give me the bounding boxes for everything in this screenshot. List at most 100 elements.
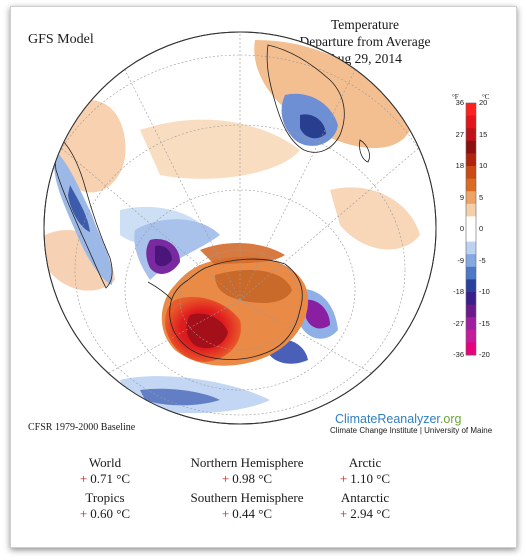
scale-tick-celsius: 5 [479, 192, 484, 202]
map-title: Temperature Departure from Average Aug 2… [265, 16, 465, 67]
anomaly-patch [140, 388, 220, 406]
color-scale-swatch [466, 254, 476, 268]
africa-outline [266, 44, 345, 153]
stat-world: World +0.71 °C [60, 455, 150, 487]
stat-value: 0.98 °C [232, 471, 273, 486]
anomaly-patch [68, 185, 90, 232]
color-scale-swatch [466, 178, 476, 192]
stat-name: Southern Hemisphere [190, 490, 304, 505]
south-america-outline [54, 139, 113, 289]
color-scale-swatch [466, 279, 476, 293]
stat-name: Arctic [348, 455, 382, 470]
stat-value-row: +2.94 °C [320, 506, 410, 522]
scale-tick-fahrenheit: 27 [455, 129, 464, 139]
stat-value-row: +0.44 °C [172, 506, 322, 522]
color-scale-swatch [466, 342, 476, 356]
scale-tick-fahrenheit: -18 [453, 287, 464, 296]
stat-northern-hemisphere: Northern Hemisphere +0.98 °C [172, 455, 322, 487]
unit-fahrenheit: °F [452, 93, 459, 101]
scale-tick-fahrenheit: 0 [459, 224, 464, 233]
scale-tick-fahrenheit: 9 [459, 192, 464, 202]
color-scale-border [465, 102, 477, 356]
stat-value: 0.60 °C [90, 506, 131, 521]
color-scale-swatch [466, 140, 476, 154]
madagascar-outline [359, 139, 370, 163]
antarctica-outline [169, 258, 303, 360]
color-scale-swatch [466, 329, 476, 343]
stat-name: Northern Hemisphere [190, 455, 304, 470]
institution-label: Climate Change Institute | University of… [330, 426, 493, 435]
anomaly-patch [330, 187, 420, 250]
scale-tick-celsius: 0 [479, 224, 484, 233]
coastlines [54, 44, 370, 360]
anomaly-patch [155, 245, 172, 267]
color-scale-swatch [466, 241, 476, 255]
color-scale-swatch [466, 128, 476, 142]
color-scale-swatch [466, 166, 476, 180]
brand-suffix: .org [439, 412, 462, 426]
scale-tick-celsius: 20 [479, 98, 488, 107]
globe-border [43, 31, 437, 425]
scale-tick-celsius: -15 [479, 318, 490, 328]
scale-tick-fahrenheit: 36 [455, 98, 464, 107]
anomaly-patch [305, 299, 330, 329]
scale-tick-celsius: -5 [479, 255, 486, 265]
antarctic-peninsula-outline [147, 281, 173, 301]
title-line-3: Aug 29, 2014 [328, 51, 402, 66]
scale-tick-fahrenheit: -27 [453, 318, 464, 328]
stat-value: 0.71 °C [90, 471, 131, 486]
stat-sign: + [79, 506, 88, 521]
anomaly-patch [254, 40, 410, 149]
stat-arctic: Arctic +1.10 °C [320, 455, 410, 487]
stat-value: 0.44 °C [232, 506, 273, 521]
color-scale-swatch [466, 153, 476, 167]
scale-tick-celsius: 15 [479, 129, 488, 139]
model-label: GFS Model [28, 32, 94, 47]
color-scale-swatch [466, 317, 476, 331]
color-scale-swatch [466, 103, 476, 117]
scale-tick-celsius: -20 [479, 350, 490, 359]
color-scale-bar [465, 102, 477, 356]
color-scale-swatch [466, 304, 476, 318]
anomaly-patch [215, 270, 292, 303]
stat-sign: + [221, 506, 230, 521]
title-line-2: Departure from Average [299, 34, 431, 49]
stat-name: Antarctic [340, 490, 390, 505]
stat-sign: + [339, 471, 348, 486]
stat-value-row: +0.98 °C [172, 471, 322, 487]
stat-sign: + [339, 506, 348, 521]
title-line-1: Temperature [330, 17, 399, 32]
stat-value-row: +1.10 °C [320, 471, 410, 487]
unit-celsius: °C [482, 93, 490, 101]
scale-tick-fahrenheit: 18 [455, 161, 464, 170]
stat-value: 2.94 °C [350, 506, 391, 521]
stat-antarctic: Antarctic +2.94 °C [320, 490, 410, 522]
color-scale-swatch [466, 203, 476, 217]
brand-logo: ClimateReanalyzer.org [335, 412, 461, 426]
stat-value-row: +0.71 °C [60, 471, 150, 487]
baseline-label: CFSR 1979-2000 Baseline [28, 422, 136, 433]
anomaly-field [45, 40, 420, 414]
anomaly-patch [140, 119, 300, 179]
color-scale-swatch [466, 115, 476, 129]
stat-value: 1.10 °C [350, 471, 391, 486]
graticule [44, 32, 436, 424]
scale-tick-celsius: -10 [479, 287, 490, 296]
stat-value-row: +0.60 °C [60, 506, 150, 522]
color-scale-swatch [466, 292, 476, 306]
scale-tick-fahrenheit: -36 [453, 350, 464, 359]
scale-tick-fahrenheit: -9 [457, 255, 464, 265]
anomaly-patch [186, 313, 228, 349]
color-scale-swatch [466, 266, 476, 280]
stat-sign: + [79, 471, 88, 486]
anomaly-patch [300, 114, 326, 139]
stat-southern-hemisphere: Southern Hemisphere +0.44 °C [172, 490, 322, 522]
color-scale-swatch [466, 216, 476, 230]
scale-tick-celsius: 10 [479, 161, 488, 170]
brand-name: ClimateReanalyzer [335, 412, 440, 426]
stat-name: Tropics [85, 490, 125, 505]
stat-tropics: Tropics +0.60 °C [60, 490, 150, 522]
stat-name: World [88, 455, 122, 470]
color-scale-swatch [466, 191, 476, 205]
